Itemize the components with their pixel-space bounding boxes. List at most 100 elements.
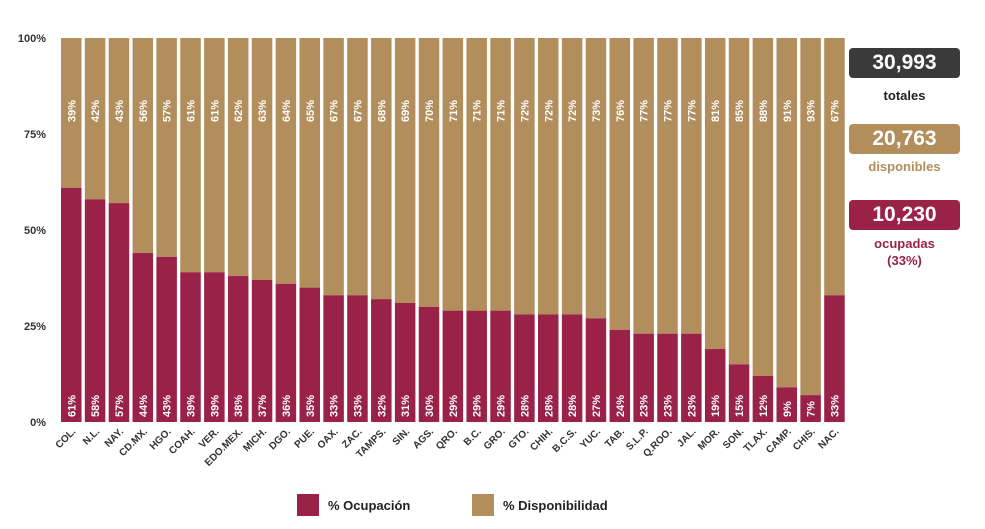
label-available-22: 73% bbox=[591, 100, 603, 122]
legend-swatch-occupied bbox=[297, 494, 319, 516]
label-available-23: 76% bbox=[615, 100, 627, 122]
label-occupied-10: 35% bbox=[305, 395, 317, 417]
bar-occupied-11 bbox=[323, 295, 344, 422]
label-occupied-3: 44% bbox=[138, 395, 150, 417]
bar-available-8 bbox=[251, 38, 273, 280]
label-available-13: 68% bbox=[376, 100, 388, 122]
bar-occupied-5 bbox=[180, 272, 201, 422]
bar-available-25 bbox=[657, 38, 678, 334]
category-label-5: COAH. bbox=[167, 426, 198, 457]
label-available-21: 72% bbox=[567, 100, 579, 122]
label-occupied-0: 61% bbox=[66, 395, 78, 417]
category-label-30: CAMP. bbox=[764, 426, 794, 456]
bar-available-1 bbox=[84, 38, 106, 200]
bar-available-31 bbox=[800, 38, 821, 396]
category-label-11: OAX. bbox=[316, 426, 341, 451]
total-beds-box: 30,993 bbox=[849, 48, 960, 78]
bar-occupied-27 bbox=[704, 349, 726, 422]
label-available-1: 42% bbox=[90, 100, 102, 122]
label-occupied-2: 57% bbox=[114, 395, 126, 417]
label-occupied-15: 30% bbox=[424, 395, 436, 417]
bar-available-6 bbox=[204, 38, 225, 273]
label-available-16: 71% bbox=[448, 100, 460, 122]
bar-available-27 bbox=[704, 38, 726, 350]
total-beds-value: 30,993 bbox=[872, 51, 937, 74]
bar-occupied-21 bbox=[561, 314, 583, 422]
label-occupied-12: 33% bbox=[352, 395, 364, 417]
bar-occupied-32 bbox=[824, 295, 845, 422]
bar-occupied-16 bbox=[442, 310, 464, 422]
category-label-26: JAL. bbox=[675, 426, 698, 449]
bar-occupied-29 bbox=[752, 375, 774, 422]
label-available-5: 61% bbox=[186, 100, 198, 122]
label-occupied-27: 19% bbox=[710, 395, 722, 417]
bar-available-11 bbox=[323, 38, 344, 296]
category-label-16: QRO. bbox=[434, 426, 460, 452]
y-tick-4: 100% bbox=[18, 33, 46, 45]
bar-available-18 bbox=[490, 38, 511, 311]
label-available-10: 65% bbox=[305, 100, 317, 122]
label-occupied-4: 43% bbox=[162, 395, 174, 417]
bar-occupied-31 bbox=[800, 395, 821, 422]
bar-available-20 bbox=[538, 38, 559, 315]
category-label-10: PUE. bbox=[293, 426, 317, 450]
bar-available-21 bbox=[561, 38, 583, 315]
category-label-21: B.C.S. bbox=[551, 426, 580, 455]
bar-occupied-4 bbox=[156, 256, 177, 422]
bar-available-9 bbox=[275, 38, 297, 284]
bar-available-13 bbox=[371, 38, 392, 300]
category-label-19: GTO. bbox=[507, 426, 532, 451]
bar-occupied-7 bbox=[227, 276, 249, 422]
bar-available-26 bbox=[681, 38, 702, 334]
label-available-12: 67% bbox=[352, 100, 364, 122]
label-available-28: 85% bbox=[734, 100, 746, 122]
bar-available-32 bbox=[824, 38, 845, 296]
bar-occupied-6 bbox=[204, 272, 225, 422]
legend-item-available: % Disponibilidad bbox=[472, 494, 608, 516]
bar-available-2 bbox=[108, 38, 130, 204]
label-occupied-32: 33% bbox=[829, 395, 841, 417]
label-occupied-22: 27% bbox=[591, 395, 603, 417]
label-available-29: 88% bbox=[758, 100, 770, 122]
legend-label-available: % Disponibilidad bbox=[503, 497, 608, 513]
bar-occupied-12 bbox=[347, 295, 368, 422]
category-label-14: SIN. bbox=[391, 426, 413, 448]
label-occupied-11: 33% bbox=[329, 395, 341, 417]
bar-occupied-1 bbox=[84, 199, 106, 422]
label-available-8: 63% bbox=[257, 100, 269, 122]
label-occupied-8: 37% bbox=[257, 395, 269, 417]
label-occupied-17: 29% bbox=[472, 395, 484, 417]
bar-available-29 bbox=[752, 38, 774, 376]
label-occupied-30: 9% bbox=[782, 401, 794, 417]
available-beds-box: 20,763 bbox=[849, 124, 960, 154]
y-tick-0: 0% bbox=[30, 417, 46, 429]
category-label-9: DGO. bbox=[267, 426, 293, 452]
bars-group: 39% 61% 42% 58% 43% 57% 56% 44% 57% 43% 61% 39% 61% 3… bbox=[61, 38, 845, 422]
label-occupied-9: 36% bbox=[281, 395, 293, 417]
bar-occupied-14 bbox=[394, 302, 416, 422]
category-label-17: B.C. bbox=[462, 426, 484, 448]
label-occupied-19: 28% bbox=[519, 395, 531, 417]
bar-occupied-22 bbox=[585, 318, 607, 422]
bar-occupied-10 bbox=[299, 287, 320, 422]
bar-occupied-28 bbox=[728, 364, 750, 422]
category-label-31: CHIS. bbox=[791, 426, 818, 453]
bar-available-4 bbox=[156, 38, 177, 257]
label-occupied-6: 39% bbox=[209, 395, 221, 417]
bar-available-0 bbox=[61, 38, 82, 188]
bar-available-16 bbox=[442, 38, 464, 311]
bar-available-19 bbox=[514, 38, 535, 315]
bar-occupied-9 bbox=[275, 283, 297, 422]
y-tick-1: 25% bbox=[24, 321, 46, 333]
label-occupied-20: 28% bbox=[543, 395, 555, 417]
label-available-30: 91% bbox=[782, 100, 794, 122]
label-available-19: 72% bbox=[519, 100, 531, 122]
bar-occupied-13 bbox=[371, 299, 392, 422]
bar-available-12 bbox=[347, 38, 368, 296]
label-available-25: 77% bbox=[663, 100, 675, 122]
label-available-32: 67% bbox=[829, 100, 841, 122]
bar-occupied-26 bbox=[681, 333, 702, 422]
available-beds-value: 20,763 bbox=[872, 127, 937, 150]
category-label-32: NAC. bbox=[817, 426, 842, 451]
